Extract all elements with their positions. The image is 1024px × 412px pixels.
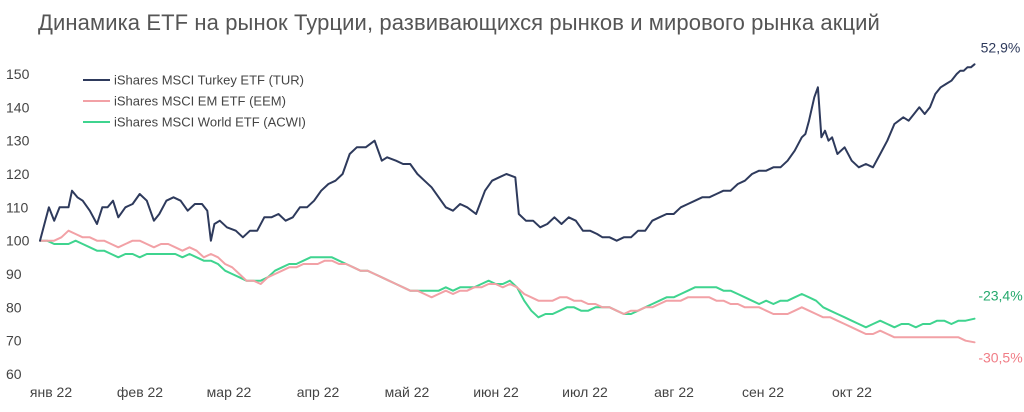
x-tick-label: фев 22	[117, 384, 163, 400]
x-axis: янв 22 фев 22 мар 22 апр 22 май 22 июн 22 июл …	[30, 384, 872, 400]
x-tick-label: июн 22	[473, 384, 519, 400]
legend-label-0: iShares MSCI Turkey ETF (TUR)	[114, 73, 304, 88]
series-line-0	[39, 63, 976, 242]
y-tick-label: 70	[6, 333, 22, 349]
x-tick-label: авг 22	[654, 384, 694, 400]
x-tick-label: май 22	[385, 384, 430, 400]
end-value-label-0: 52,9%	[981, 39, 1021, 55]
x-tick-label: янв 22	[30, 384, 72, 400]
x-tick-label: окт 22	[832, 384, 872, 400]
series-line-1	[39, 229, 976, 344]
series-lines	[39, 63, 976, 344]
end-value-label-1: -30,5%	[978, 349, 1022, 365]
x-tick-label: июл 22	[562, 384, 608, 400]
series-line-2	[39, 239, 976, 329]
x-tick-label: мар 22	[207, 384, 252, 400]
y-tick-label: 100	[6, 233, 30, 249]
y-tick-label: 150	[6, 66, 30, 82]
y-tick-label: 120	[6, 166, 30, 182]
y-tick-label: 140	[6, 99, 30, 115]
legend-label-1: iShares MSCI EM ETF (EEM)	[114, 94, 286, 109]
end-value-label-2: -23,4%	[978, 288, 1022, 304]
y-tick-label: 110	[6, 199, 29, 215]
y-tick-label: 130	[6, 133, 30, 149]
y-tick-label: 80	[6, 299, 22, 315]
chart-title: Динамика ETF на рынок Турции, развивающи…	[38, 10, 880, 35]
x-tick-label: сен 22	[742, 384, 784, 400]
end-labels: 52,9% -30,5% -23,4%	[978, 39, 1022, 365]
y-tick-label: 60	[6, 366, 22, 382]
legend-label-2: iShares MSCI World ETF (ACWI)	[114, 115, 306, 130]
legend: iShares MSCI Turkey ETF (TUR) iShares MSC…	[83, 73, 306, 130]
y-tick-label: 90	[6, 266, 22, 282]
x-tick-label: апр 22	[297, 384, 340, 400]
y-axis: 60 70 80 90 100 110 120 130 140 150	[6, 66, 30, 382]
